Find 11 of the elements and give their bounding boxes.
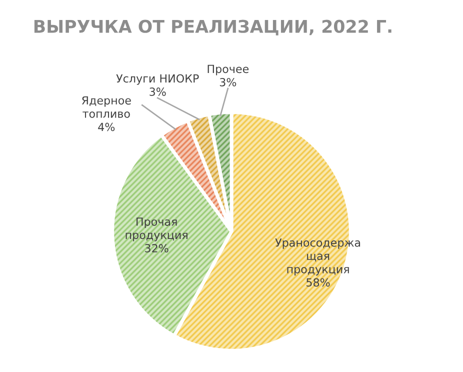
data-label: 3%	[150, 88, 166, 96]
slice-label: Услуги НИОКР	[116, 74, 199, 85]
slice-label: Прочая продукция	[126, 218, 188, 242]
data-label: 4%	[98, 122, 115, 132]
slice-label: Ураносодержащая продукция	[275, 238, 360, 276]
slice-label: Прочее	[208, 64, 249, 76]
slice-label: Ядерное топливо	[82, 96, 131, 118]
chart-title: ВЫРУЧКА ОТ РЕАЛИЗАЦИИ, 2022 Г.	[34, 20, 392, 36]
data-label: 32%	[145, 244, 168, 252]
data-label: 58%	[306, 278, 330, 287]
data-label: 3%	[220, 78, 236, 86]
